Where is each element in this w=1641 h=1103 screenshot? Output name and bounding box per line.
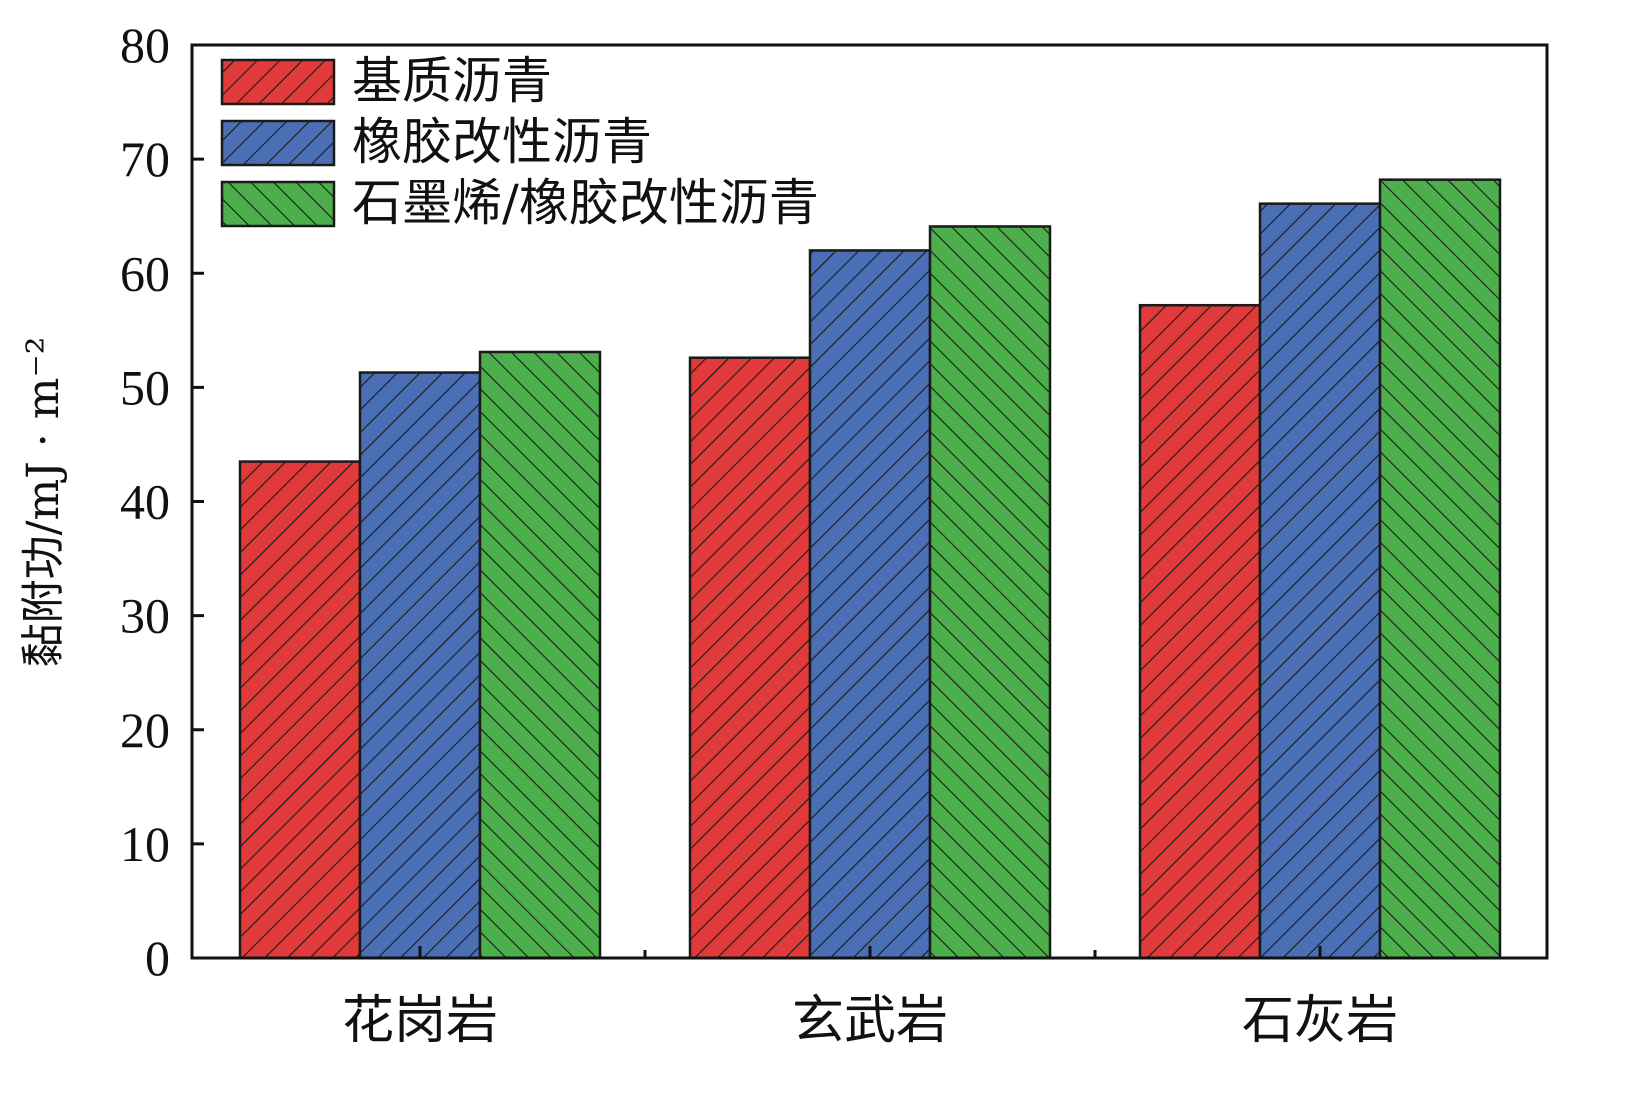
bar-2-3	[1258, 202, 1382, 960]
y-tick-label: 0	[145, 930, 170, 986]
bars-group	[238, 178, 1502, 960]
legend-swatch	[220, 58, 336, 106]
y-tick-label: 80	[120, 17, 170, 73]
y-tick-label: 50	[120, 359, 170, 415]
bar-1-1	[238, 460, 362, 960]
bar-3-2	[928, 225, 1052, 960]
legend-swatch	[220, 180, 336, 228]
legend-label: 基质沥青	[352, 52, 552, 110]
y-tick-label: 20	[120, 702, 170, 758]
bar-hatch	[238, 460, 362, 960]
y-tick-label: 70	[120, 131, 170, 187]
bar-hatch	[928, 225, 1052, 960]
bar-hatch	[808, 249, 932, 960]
bar-hatch	[1258, 202, 1382, 960]
y-axis-title: 黏附功/mJ · m⁻²	[18, 337, 69, 668]
bar-3-1	[478, 350, 602, 960]
legend-label: 石墨烯/橡胶改性沥青	[352, 174, 819, 232]
bar-hatch	[358, 371, 482, 960]
bar-2-1	[358, 371, 482, 960]
bar-hatch	[1378, 178, 1502, 960]
legend-item-2: 橡胶改性沥青	[220, 113, 652, 171]
bar-1-3	[1138, 303, 1262, 960]
x-category-label: 石灰岩	[1242, 991, 1398, 1051]
legend-label: 橡胶改性沥青	[352, 113, 652, 171]
bar-hatch	[1138, 303, 1262, 960]
bar-hatch	[478, 350, 602, 960]
y-tick-label: 30	[120, 588, 170, 644]
legend-item-1: 基质沥青	[220, 52, 552, 110]
x-categories-group: 花岗岩 玄武岩 石灰岩	[342, 946, 1398, 1051]
legend-item-3: 石墨烯/橡胶改性沥青	[220, 174, 819, 232]
bar-2-2	[808, 249, 932, 960]
x-category-label: 玄武岩	[792, 991, 948, 1051]
y-ticks-group: 0 10 20 30 40 50 60 70 80	[120, 17, 204, 986]
y-tick-label: 60	[120, 245, 170, 301]
y-tick-label: 40	[120, 474, 170, 530]
bar-3-3	[1378, 178, 1502, 960]
legend-swatch	[220, 119, 336, 167]
y-tick-label: 10	[120, 816, 170, 872]
x-category-label: 花岗岩	[342, 991, 498, 1051]
bar-hatch	[688, 356, 812, 960]
bar-1-2	[688, 356, 812, 960]
